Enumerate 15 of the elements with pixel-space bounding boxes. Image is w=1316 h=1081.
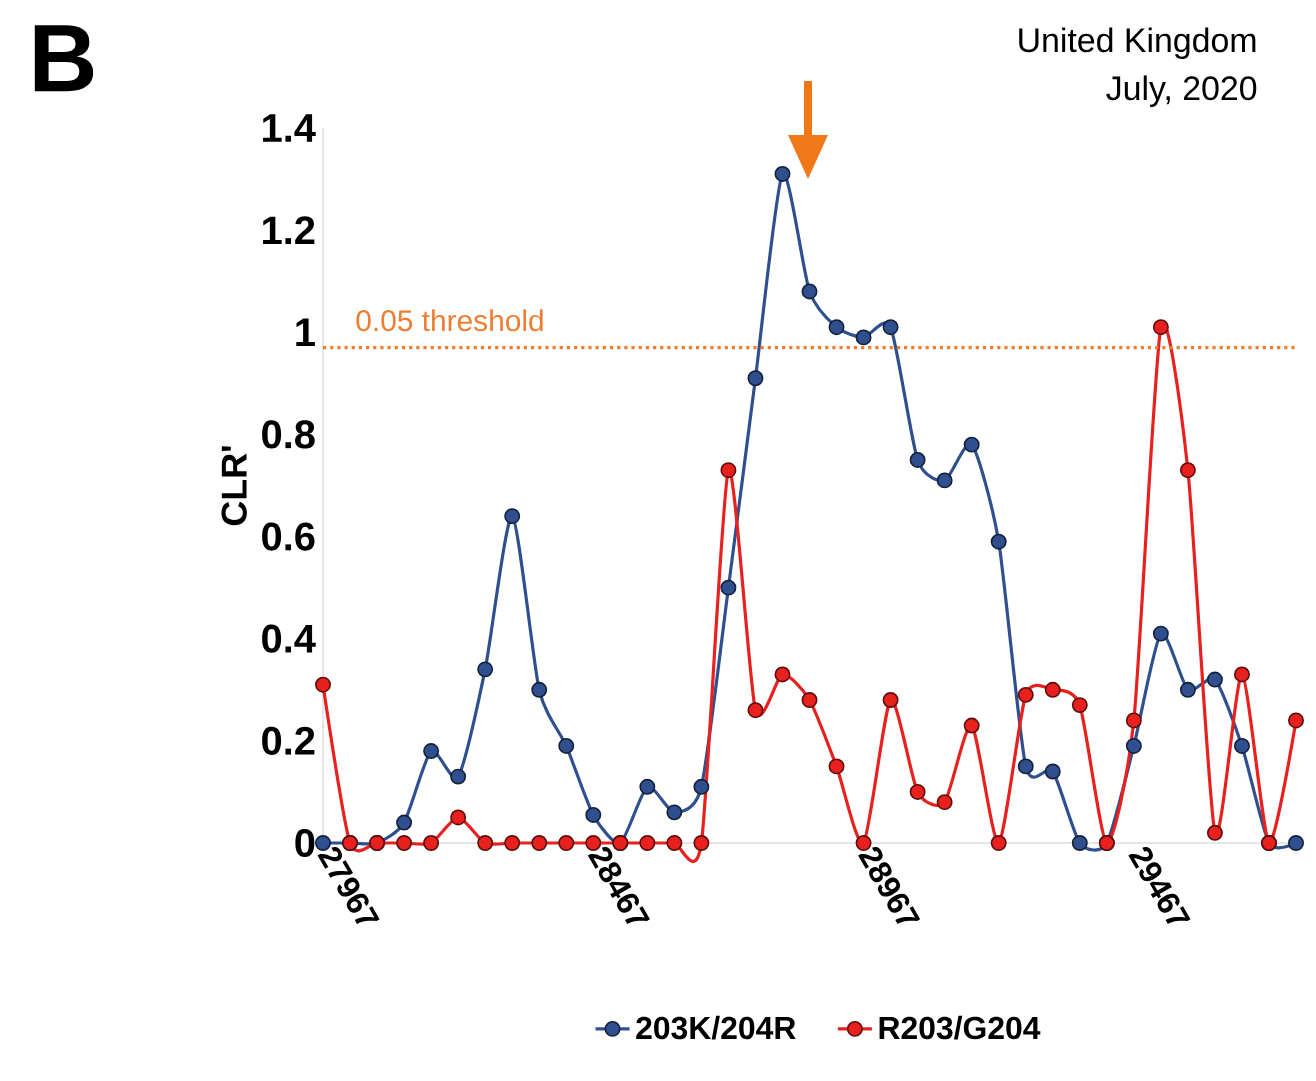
y-tick-label: 1.4 — [263, 114, 316, 142]
y-tick-label: 1 — [296, 318, 315, 346]
y-tick-label: 0.6 — [262, 522, 315, 551]
chart-subtitle: July, 2020 — [1106, 75, 1257, 107]
chart-title: United Kingdom — [1019, 27, 1256, 59]
y-tick-label: 0.8 — [262, 420, 315, 449]
y-axis-title: CLR' — [221, 446, 247, 526]
legend-label: R203/G204 — [879, 1015, 1041, 1040]
ref-line-label: 0.05 threshold — [356, 309, 543, 332]
text: B — [34, 25, 94, 92]
y-tick-label: 1.2 — [263, 216, 315, 245]
y-tick-label: 0.2 — [262, 726, 315, 755]
legend-label: 203K/204R — [636, 1015, 796, 1040]
y-tick-label: 0 — [295, 828, 315, 858]
y-tick-label: 0.4 — [262, 624, 316, 653]
